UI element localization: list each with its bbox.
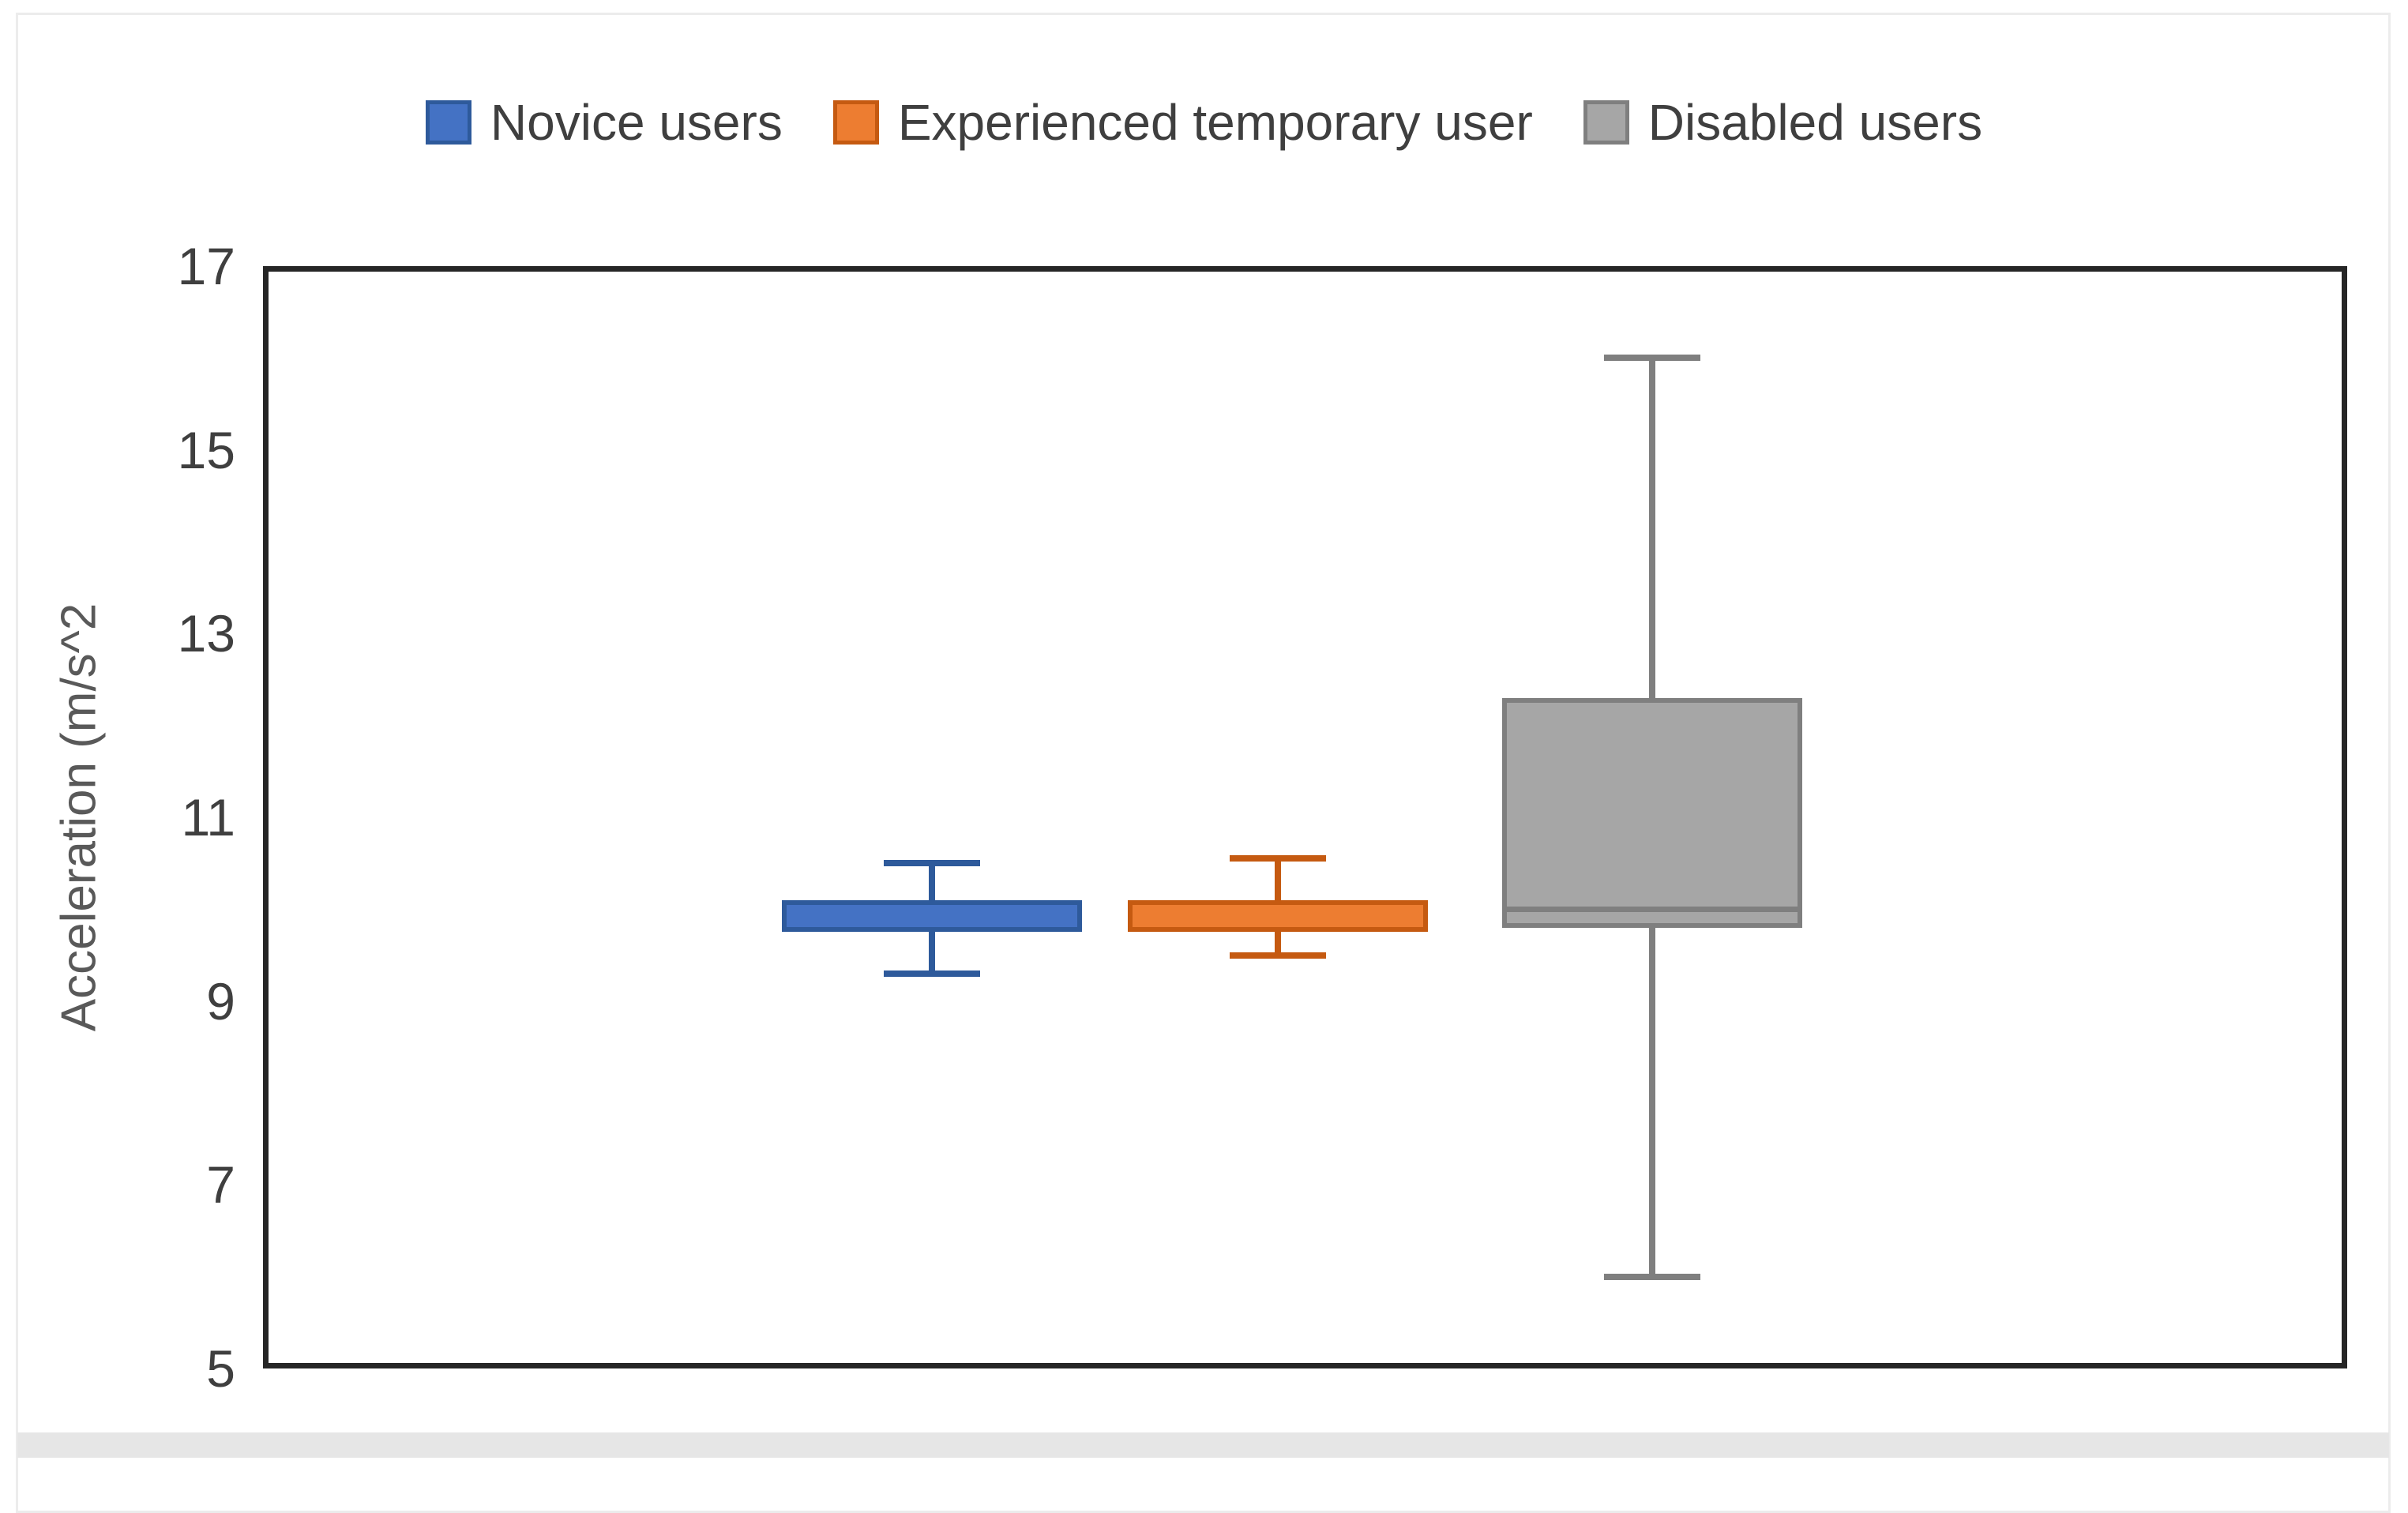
legend-item-0: Novice users [425,93,783,152]
whisker-cap-min-2 [1604,1273,1700,1280]
y-tick-label-15: 15 [177,420,235,479]
legend-swatch-icon [1583,100,1629,145]
legend-item-1: Experienced temporary user [832,93,1533,152]
legend-label: Experienced temporary user [897,94,1533,151]
box-2 [1502,697,1802,928]
legend-item-2: Disabled users [1583,93,1982,152]
y-tick-label-17: 17 [177,237,235,295]
whisker-stem-top-2 [1649,358,1655,698]
whisker-stem-top-0 [929,863,935,900]
whisker-cap-max-2 [1604,355,1700,362]
y-tick-label-9: 9 [206,971,235,1031]
whisker-stem-bottom-0 [929,932,935,974]
legend-label: Disabled users [1647,94,1983,151]
chart-legend: Novice users Experienced temporary user Di… [0,93,2408,152]
legend-swatch-icon [832,100,879,145]
median-line-2 [1505,907,1799,913]
whisker-stem-top-1 [1275,858,1281,900]
y-axis-title: Acceleration (m/s^2 [51,603,107,1032]
whisker-cap-min-0 [884,970,980,977]
legend-swatch-icon [425,100,471,145]
whisker-cap-max-0 [884,860,980,867]
whisker-cap-min-1 [1230,952,1326,959]
y-tick-label-7: 7 [206,1155,235,1215]
plot-area [263,266,2347,1368]
box-0 [782,899,1082,933]
y-tick-label-11: 11 [181,788,235,847]
y-tick-label-13: 13 [177,604,235,663]
bottom-edge-strip [17,1432,2389,1458]
whisker-stem-bottom-1 [1275,932,1281,955]
whisker-cap-max-1 [1230,855,1326,862]
box-1 [1128,899,1428,933]
legend-label: Novice users [490,94,783,151]
y-tick-label-5: 5 [206,1339,235,1398]
whisker-stem-bottom-2 [1649,927,1655,1277]
